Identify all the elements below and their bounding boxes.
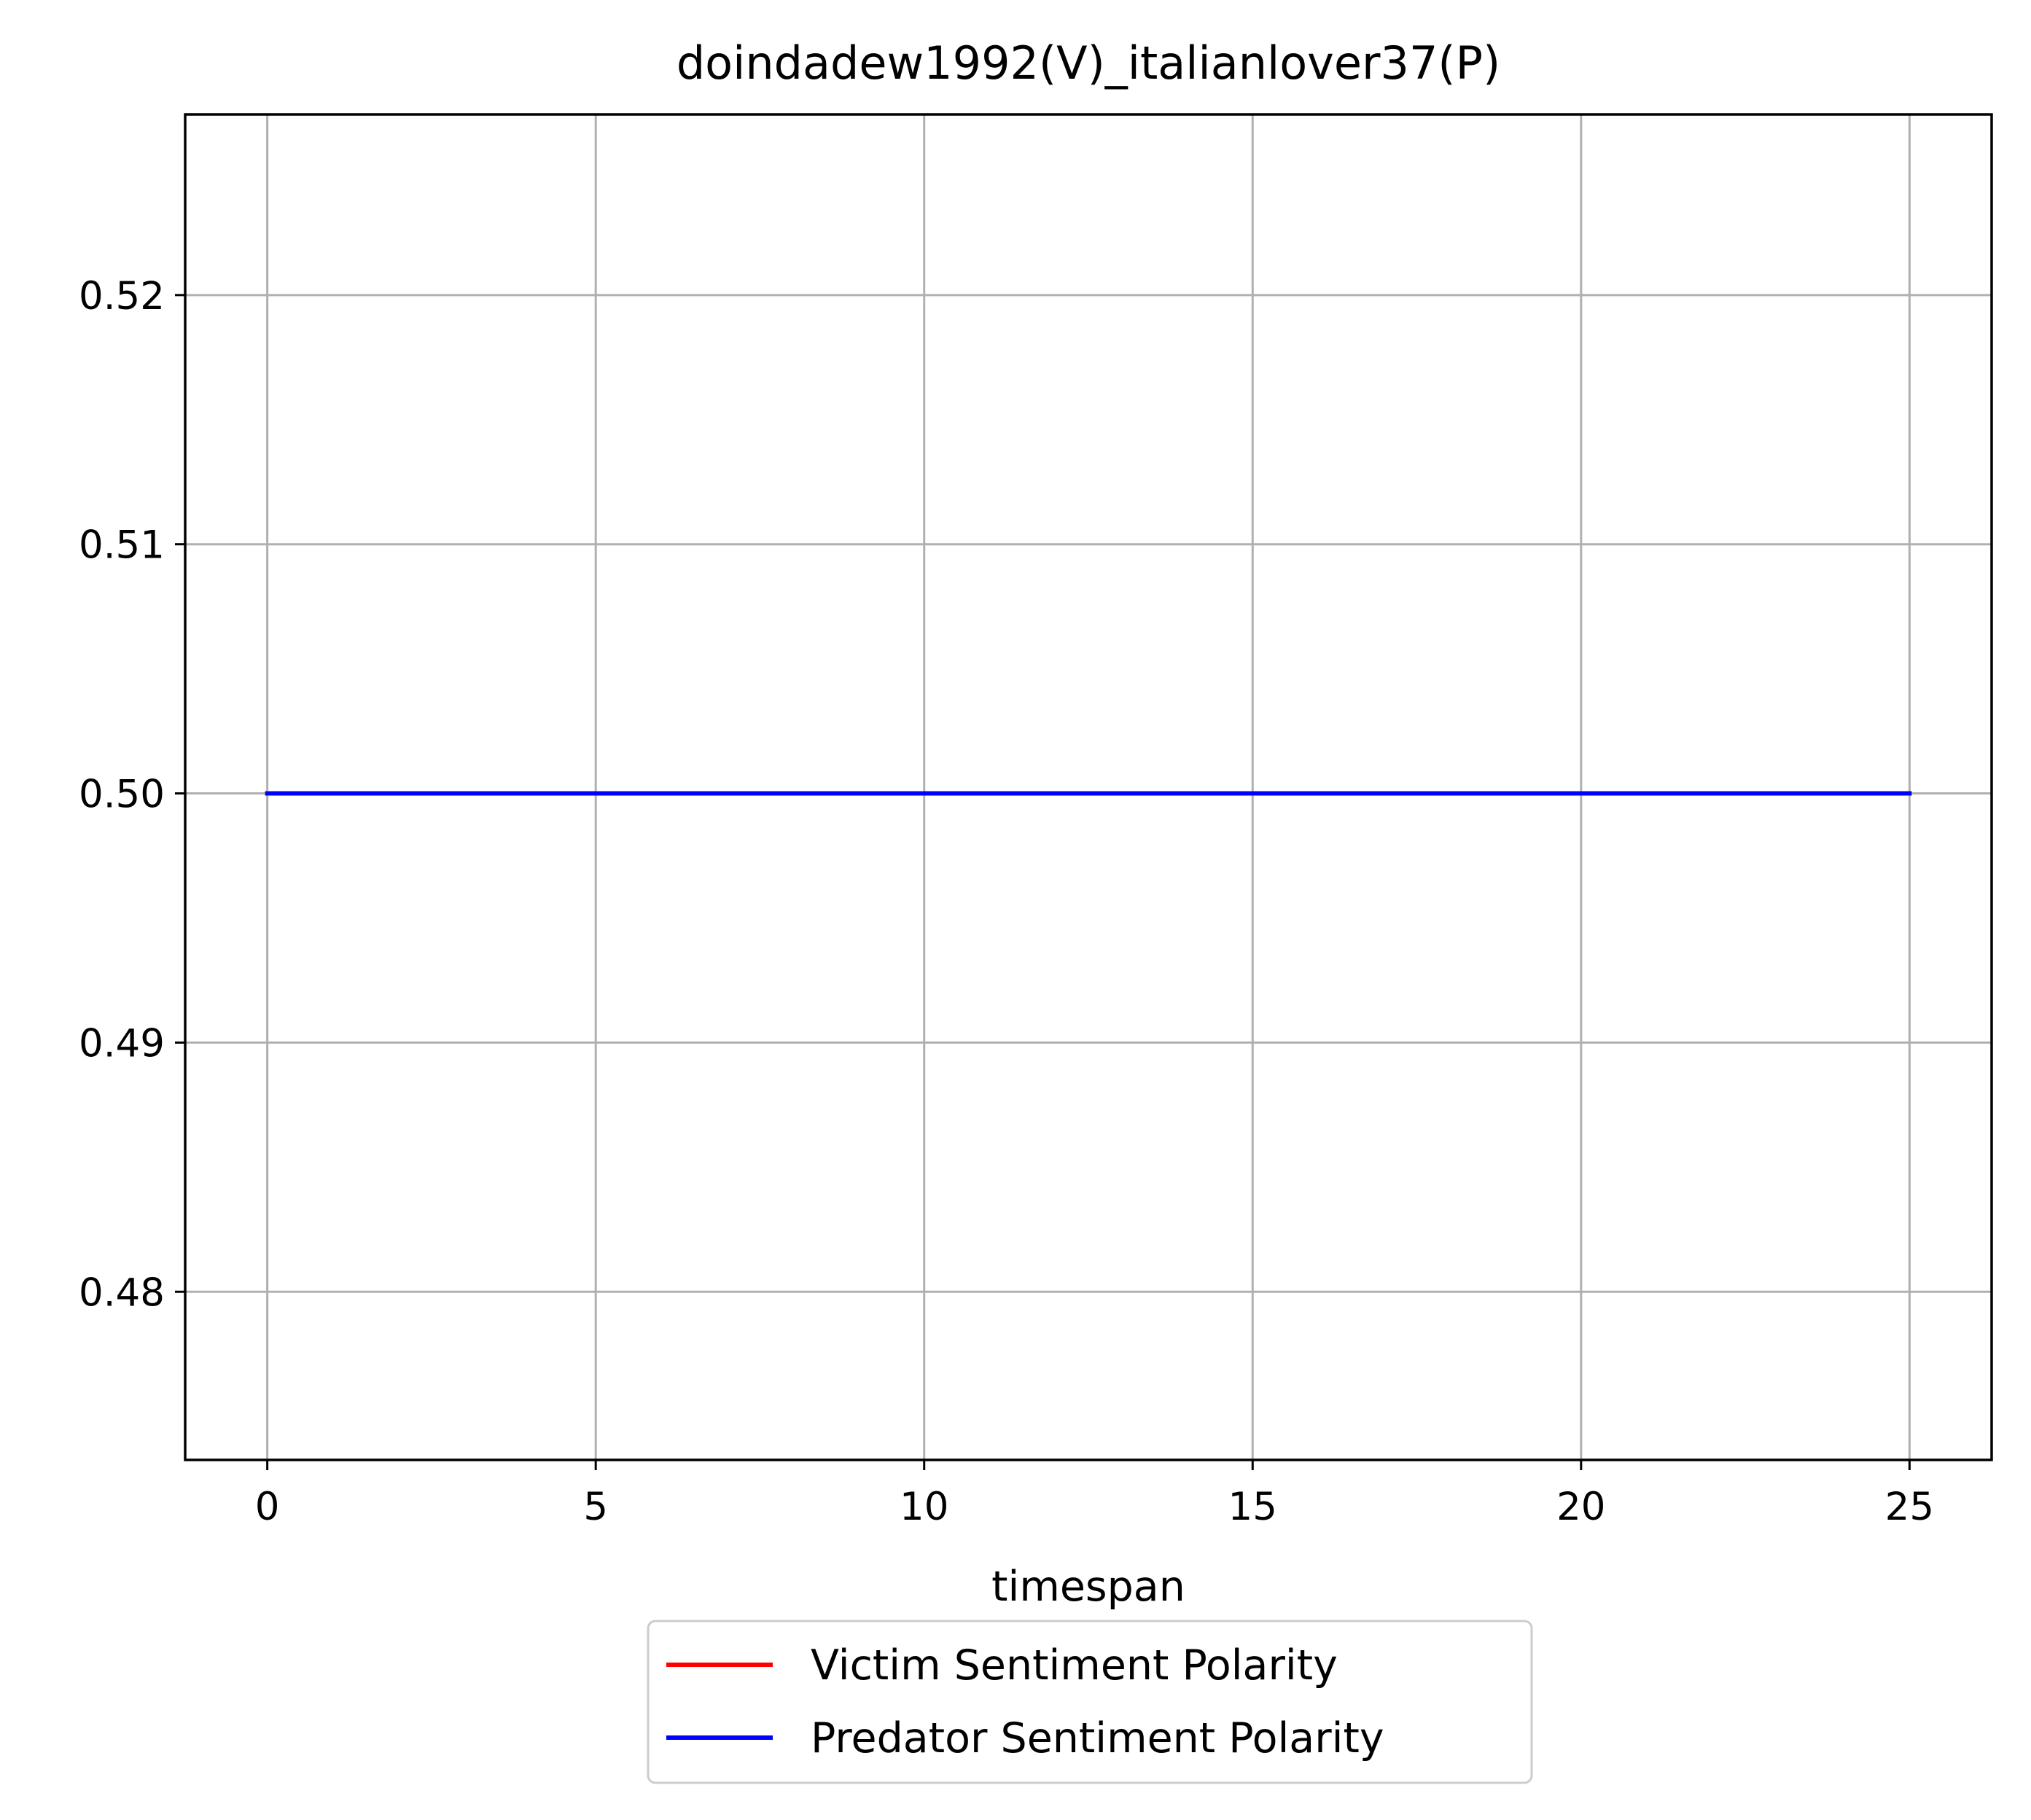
x-axis-label: timespan bbox=[991, 1563, 1185, 1611]
legend-frame bbox=[647, 1620, 1533, 1784]
x-tick-label: 10 bbox=[900, 1485, 948, 1529]
plot-frame bbox=[184, 113, 1993, 1461]
x-tick-label: 25 bbox=[1885, 1485, 1934, 1529]
chart-title: doindadew1992(V)_italianlover37(P) bbox=[677, 36, 1500, 90]
y-tick-label: 0.48 bbox=[79, 1270, 165, 1315]
legend-label-victim: Victim Sentiment Polarity bbox=[811, 1641, 1338, 1690]
x-tick-label: 5 bbox=[583, 1485, 608, 1529]
axis-ticks: 0 5 10 15 20 25 0.48 0.49 0.50 0.51 0.52 bbox=[79, 274, 1934, 1529]
legend-label-predator: Predator Sentiment Polarity bbox=[811, 1714, 1384, 1762]
x-tick-label: 15 bbox=[1228, 1485, 1277, 1529]
x-tick-label: 0 bbox=[255, 1485, 280, 1529]
y-tick-label: 0.50 bbox=[79, 773, 165, 817]
y-tick-label: 0.49 bbox=[79, 1021, 165, 1066]
x-tick-label: 20 bbox=[1556, 1485, 1605, 1529]
y-tick-label: 0.51 bbox=[79, 523, 165, 568]
legend: Victim Sentiment Polarity Predator Sentim… bbox=[647, 1620, 1533, 1784]
y-tick-label: 0.52 bbox=[79, 274, 165, 319]
